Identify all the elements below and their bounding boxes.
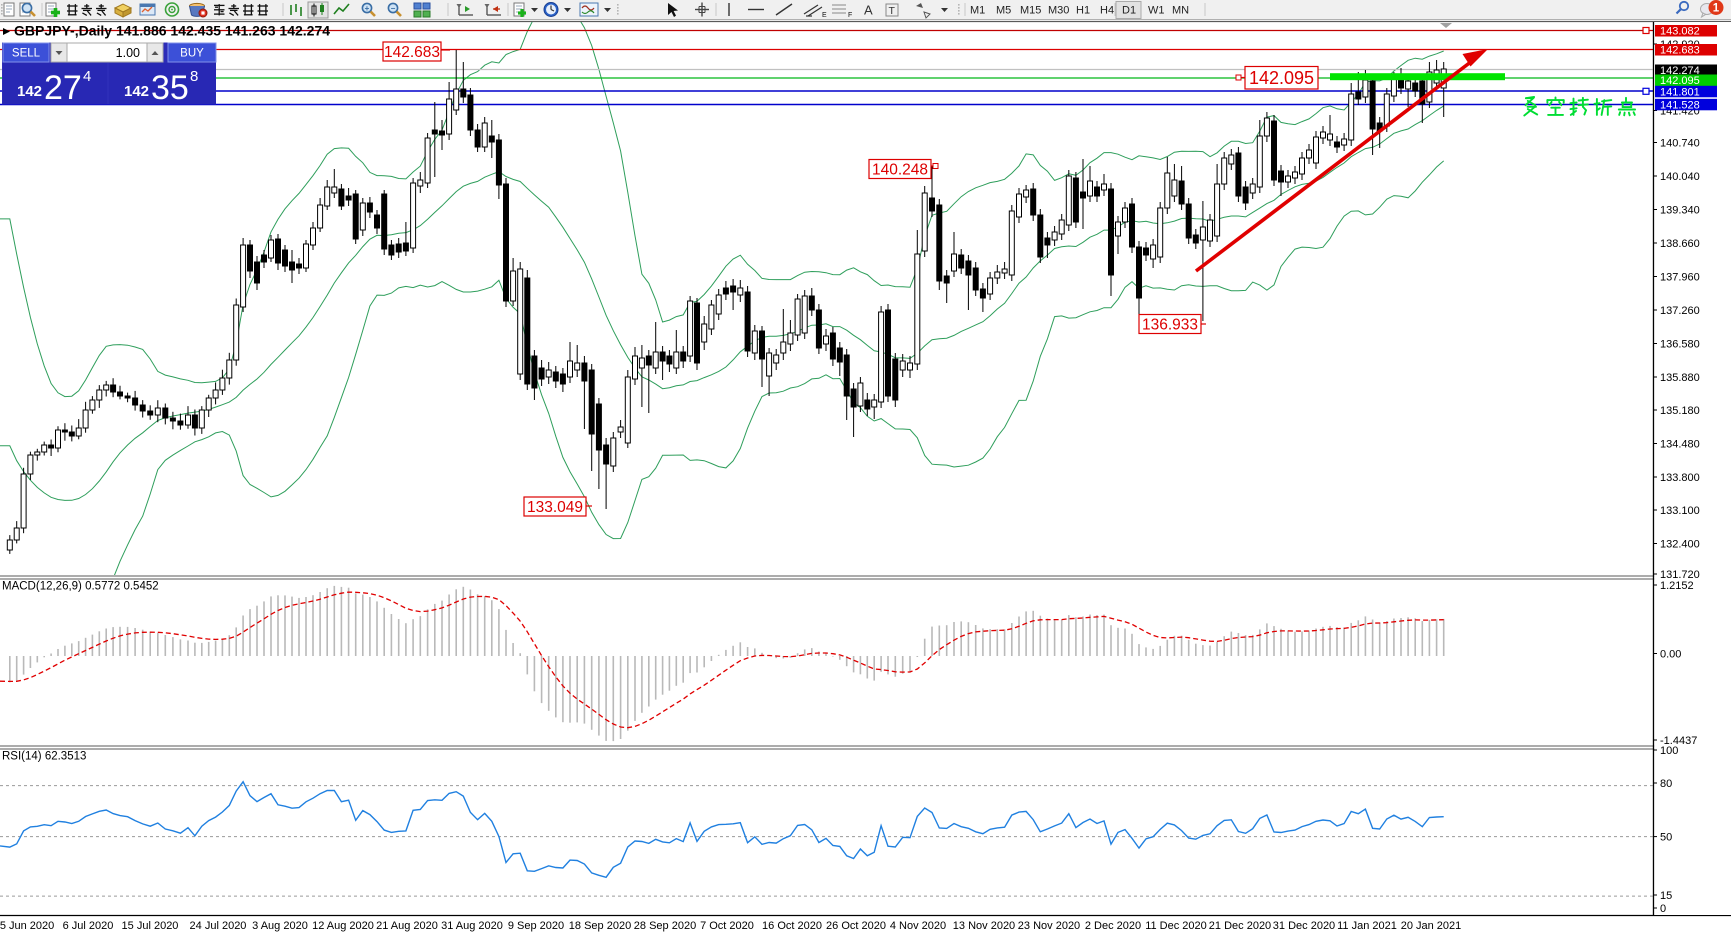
svg-text:9 Sep 2020: 9 Sep 2020 [508, 920, 564, 932]
svg-text:M1: M1 [970, 5, 985, 17]
svg-text:M30: M30 [1048, 5, 1069, 17]
svg-text:21 Dec 2020: 21 Dec 2020 [1209, 920, 1271, 932]
svg-text:135.880: 135.880 [1660, 372, 1700, 384]
svg-text:8: 8 [190, 68, 198, 85]
svg-text:142: 142 [17, 83, 42, 100]
svg-text:W1: W1 [1148, 5, 1165, 17]
svg-text:GBPJPY-,Daily 141.886 142.435: GBPJPY-,Daily 141.886 142.435 141.263 14… [14, 23, 330, 39]
svg-text:139.340: 139.340 [1660, 205, 1700, 217]
svg-text:31 Aug 2020: 31 Aug 2020 [441, 920, 503, 932]
svg-text:0.00: 0.00 [1660, 649, 1681, 661]
svg-text:136.580: 136.580 [1660, 339, 1700, 351]
svg-text:143.082: 143.082 [1660, 26, 1700, 38]
svg-text:133.049: 133.049 [527, 499, 583, 516]
svg-text:140.040: 140.040 [1660, 171, 1700, 183]
svg-text:MACD(12,26,9) 0.5772 0.5452: MACD(12,26,9) 0.5772 0.5452 [2, 581, 159, 593]
svg-text:18 Sep 2020: 18 Sep 2020 [569, 920, 631, 932]
svg-text:140.740: 140.740 [1660, 138, 1700, 150]
svg-text:133.800: 133.800 [1660, 472, 1700, 484]
svg-text:1: 1 [1713, 3, 1720, 15]
svg-text:140.248: 140.248 [872, 162, 928, 179]
svg-text:24 Jul 2020: 24 Jul 2020 [190, 920, 247, 932]
svg-text:15 Jul 2020: 15 Jul 2020 [122, 920, 179, 932]
svg-text:3 Aug 2020: 3 Aug 2020 [252, 920, 308, 932]
svg-text:E: E [822, 12, 827, 19]
svg-text:−: − [391, 4, 396, 13]
svg-text:6 Jul 2020: 6 Jul 2020 [63, 920, 114, 932]
svg-text:12 Aug 2020: 12 Aug 2020 [312, 920, 374, 932]
svg-text:142: 142 [124, 83, 149, 100]
svg-text:F: F [848, 12, 852, 19]
svg-text:M15: M15 [1020, 5, 1041, 17]
svg-text:141.528: 141.528 [1660, 100, 1700, 112]
svg-text:2 Dec 2020: 2 Dec 2020 [1085, 920, 1141, 932]
svg-text:134.480: 134.480 [1660, 439, 1700, 451]
svg-text:MN: MN [1172, 5, 1189, 17]
svg-text:11 Jan 2021: 11 Jan 2021 [1337, 920, 1397, 932]
svg-text:142.683: 142.683 [384, 44, 440, 61]
svg-text:135.180: 135.180 [1660, 405, 1700, 417]
svg-text:80: 80 [1660, 778, 1672, 790]
svg-text:25 Jun 2020: 25 Jun 2020 [0, 920, 54, 932]
svg-text:1.2152: 1.2152 [1660, 580, 1694, 592]
svg-text:137.260: 137.260 [1660, 305, 1700, 317]
svg-text:D1: D1 [1122, 5, 1136, 17]
svg-text:35: 35 [151, 69, 189, 107]
svg-text:16 Oct 2020: 16 Oct 2020 [762, 920, 822, 932]
svg-text:23 Nov 2020: 23 Nov 2020 [1018, 920, 1080, 932]
svg-text:+: + [365, 4, 370, 13]
svg-text:131.720: 131.720 [1660, 569, 1700, 581]
svg-text:H4: H4 [1100, 5, 1114, 17]
svg-text:136.933: 136.933 [1142, 317, 1198, 334]
svg-text:141.801: 141.801 [1660, 87, 1700, 99]
svg-text:138.660: 138.660 [1660, 238, 1700, 250]
svg-text:4: 4 [83, 68, 91, 85]
svg-text:H1: H1 [1076, 5, 1090, 17]
svg-text:142.274: 142.274 [1660, 65, 1700, 77]
svg-text:28 Sep 2020: 28 Sep 2020 [634, 920, 696, 932]
svg-text:-1.4437: -1.4437 [1660, 735, 1697, 747]
svg-text:15: 15 [1660, 890, 1672, 902]
svg-text:100: 100 [1660, 745, 1678, 757]
svg-text:142.683: 142.683 [1660, 45, 1700, 57]
svg-text:31 Dec 2020: 31 Dec 2020 [1273, 920, 1335, 932]
svg-text:13 Nov 2020: 13 Nov 2020 [953, 920, 1015, 932]
svg-text:BUY: BUY [180, 48, 204, 60]
svg-text:137.960: 137.960 [1660, 272, 1700, 284]
svg-text:M5: M5 [996, 5, 1011, 17]
svg-text:11 Dec 2020: 11 Dec 2020 [1145, 920, 1207, 932]
svg-text:T: T [889, 5, 896, 17]
svg-text:A: A [864, 3, 873, 18]
svg-text:142.095: 142.095 [1249, 68, 1314, 88]
svg-text:27: 27 [44, 69, 82, 107]
svg-text:4 Nov 2020: 4 Nov 2020 [890, 920, 946, 932]
svg-text:133.100: 133.100 [1660, 505, 1700, 517]
svg-text:RSI(14) 62.3513: RSI(14) 62.3513 [2, 751, 86, 763]
svg-text:SELL: SELL [12, 48, 41, 60]
svg-text:7 Oct 2020: 7 Oct 2020 [700, 920, 754, 932]
svg-text:20 Jan 2021: 20 Jan 2021 [1401, 920, 1462, 932]
svg-text:132.400: 132.400 [1660, 539, 1700, 551]
svg-text:0: 0 [1660, 903, 1666, 915]
svg-text:1.00: 1.00 [116, 46, 140, 60]
svg-text:26 Oct 2020: 26 Oct 2020 [826, 920, 886, 932]
svg-text:21 Aug 2020: 21 Aug 2020 [376, 920, 438, 932]
svg-text:142.095: 142.095 [1660, 75, 1700, 87]
svg-text:50: 50 [1660, 832, 1672, 844]
